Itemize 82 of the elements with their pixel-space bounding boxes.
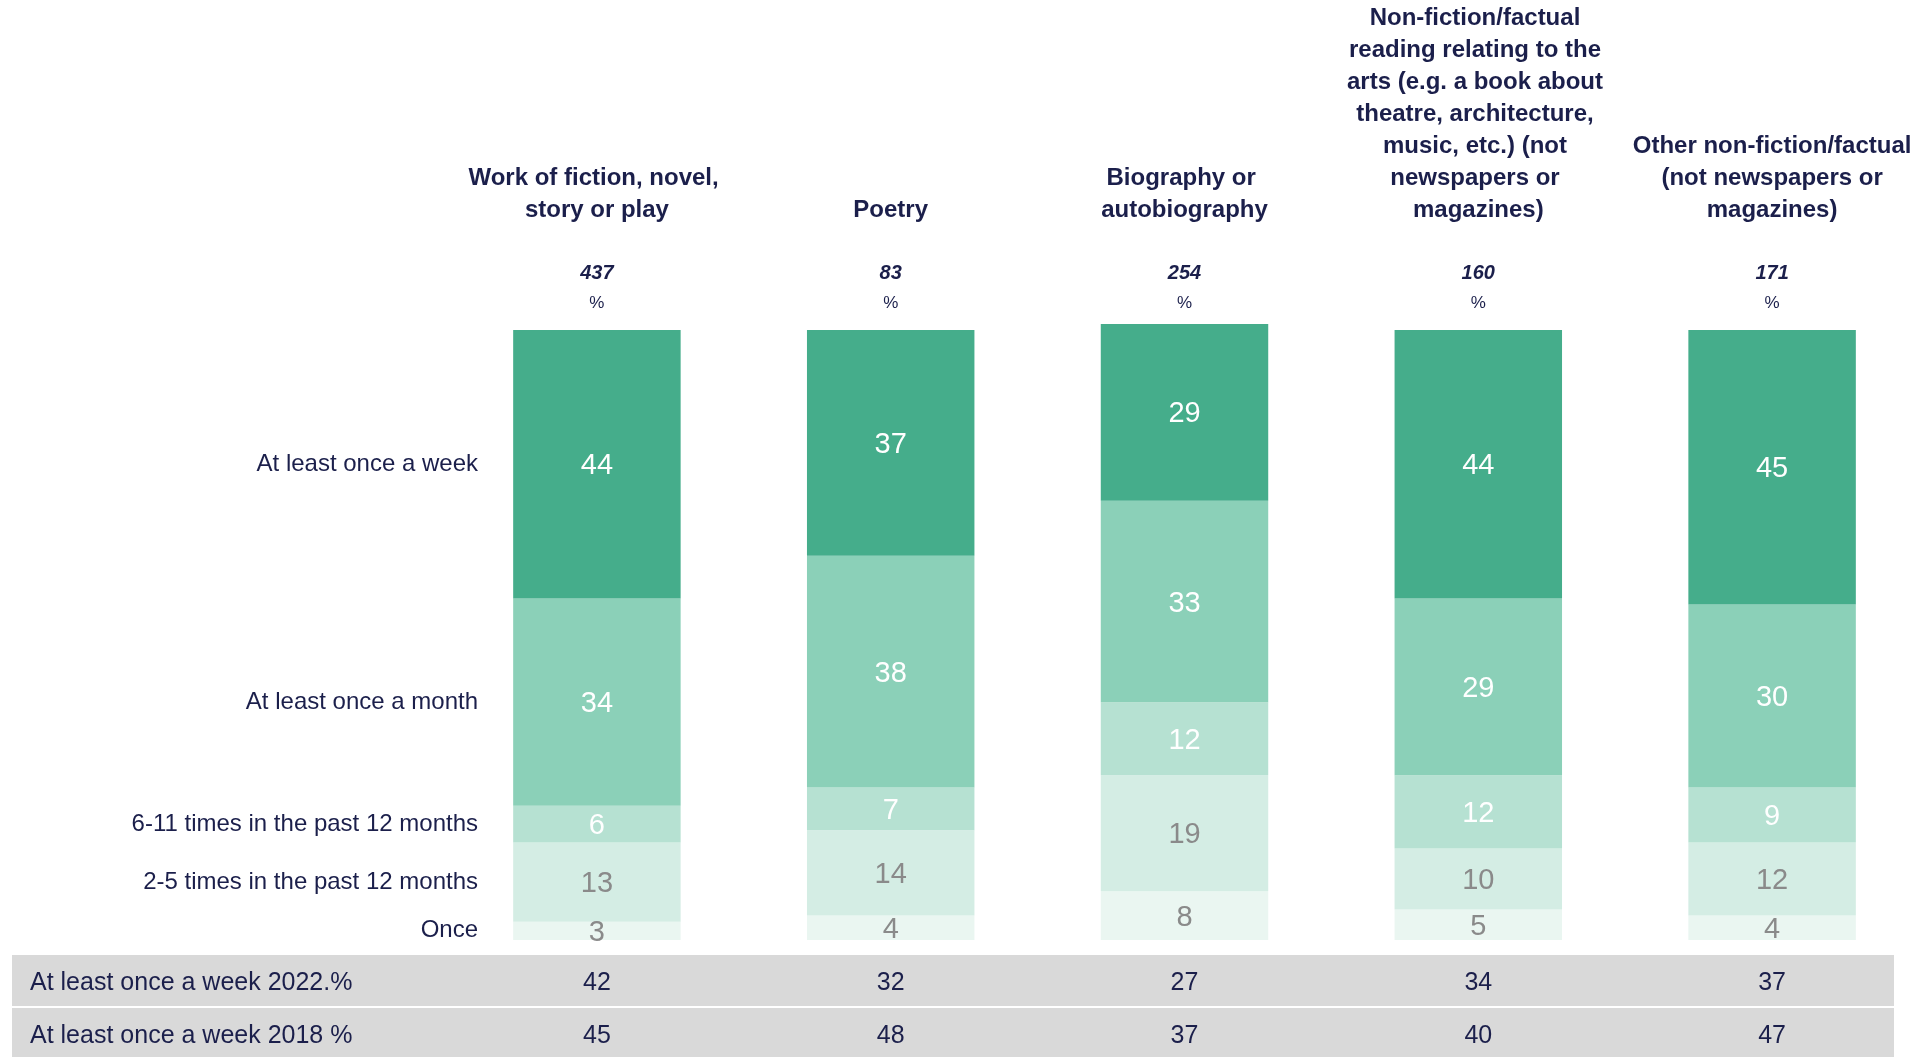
series-label: Once [420, 915, 478, 943]
data-label: 12 [1462, 795, 1495, 828]
bar [1100, 500, 1269, 703]
bar [1688, 330, 1856, 605]
data-label: 33 [1168, 585, 1201, 618]
bar [806, 830, 975, 916]
text: 27 [1169, 967, 1200, 996]
text: 48 [875, 1020, 906, 1049]
bar [806, 915, 975, 940]
bar [513, 330, 681, 599]
text: 171 [1755, 261, 1789, 283]
text: At least once a week 2018 % [30, 1020, 353, 1049]
text: % [1176, 293, 1193, 312]
data-label: 37 [874, 426, 907, 459]
x-tick-label: Work of fiction, novel, story or play [468, 162, 726, 222]
data-label: 19 [1168, 817, 1201, 850]
data-label: 8 [1176, 899, 1193, 932]
data-label: 34 [580, 686, 614, 719]
bar [1100, 891, 1269, 940]
bar [1688, 604, 1856, 788]
text: 437 [579, 261, 615, 283]
data-label: 38 [874, 655, 907, 688]
text: 42 [582, 967, 612, 996]
text: % [1470, 293, 1486, 312]
bar [1100, 775, 1269, 892]
data-label: 44 [1462, 448, 1495, 481]
text: 47 [1757, 1020, 1787, 1049]
bar [806, 330, 975, 556]
data-label: 45 [1755, 451, 1789, 484]
x-tick-label: Non-fiction/factual reading relating to the arts (e.g. a book about theatre, architecture, music, etc.) (not newspapers or magazines) [1346, 2, 1610, 222]
data-label: 44 [580, 448, 614, 481]
data-label: 7 [882, 792, 899, 825]
text: % [589, 293, 605, 312]
data-label: 13 [580, 866, 614, 899]
bar [1394, 775, 1563, 849]
series-label: At least once a month [245, 686, 478, 714]
bar [1688, 787, 1856, 843]
series-label: At least once a week [256, 448, 479, 476]
bar [513, 805, 681, 843]
bar [513, 842, 681, 922]
text: % [883, 293, 899, 312]
data-label: 4 [882, 911, 899, 944]
text: % [1764, 293, 1780, 312]
text: 40 [1463, 1020, 1494, 1049]
bar [1100, 324, 1269, 501]
data-label: 29 [1462, 670, 1495, 703]
text: At least once a week 2022.% [30, 967, 353, 996]
x-tick-label: Other non-fiction/factual (not newspapers or magazines) [1632, 130, 1912, 222]
data-label: 5 [1470, 908, 1487, 941]
bar [513, 598, 681, 806]
text: 254 [1166, 261, 1202, 283]
series-label: 6-11 times in the past 12 months [131, 808, 478, 836]
data-label: 10 [1462, 863, 1495, 896]
series-label: 2-5 times in the past 12 months [143, 866, 478, 894]
bar [806, 787, 975, 831]
bar [1394, 848, 1563, 910]
bar [1100, 702, 1269, 776]
data-label: 29 [1168, 396, 1201, 429]
data-label: 14 [874, 856, 907, 889]
data-label: 12 [1168, 722, 1201, 755]
data-label: 30 [1755, 680, 1789, 713]
data-label: 3 [588, 914, 605, 947]
bar [1394, 598, 1563, 776]
bar [1688, 842, 1856, 916]
text: 83 [879, 261, 902, 283]
bar [1688, 915, 1856, 940]
bar [513, 921, 681, 940]
data-label: 6 [588, 808, 605, 841]
x-tick-label: Biography or autobiography [1101, 162, 1269, 222]
text: 37 [1169, 1020, 1200, 1049]
text: 32 [875, 967, 906, 996]
x-tick-label: Poetry [853, 194, 929, 222]
text: 34 [1463, 967, 1494, 996]
bar [806, 555, 975, 788]
data-label: 12 [1755, 863, 1789, 896]
text: 37 [1757, 967, 1787, 996]
bar [1394, 330, 1563, 599]
bar [1394, 909, 1563, 940]
text: 160 [1461, 261, 1495, 283]
data-label: 9 [1764, 798, 1781, 831]
data-label: 4 [1764, 911, 1781, 944]
text: 45 [582, 1020, 612, 1049]
